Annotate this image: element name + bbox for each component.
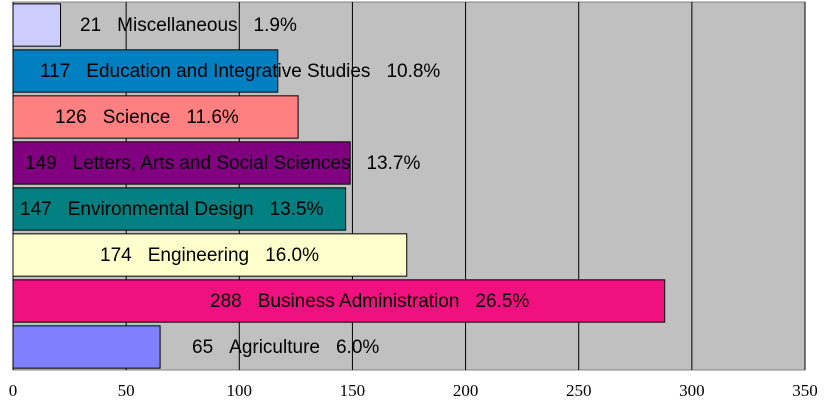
category-label: Engineering [148, 245, 249, 266]
data-label: 288 Business Administration 26.5% [210, 291, 529, 312]
value-label: 149 [25, 153, 57, 174]
data-label: 149 Letters, Arts and Social Sciences 13.7… [25, 153, 420, 174]
data-label: 21 Miscellaneous 1.9% [80, 15, 297, 36]
x-tick-label: 0 [9, 381, 18, 400]
category-label: Education and Integrative Studies [86, 61, 370, 82]
percent-label: 13.7% [366, 153, 420, 174]
category-label: Environmental Design [68, 199, 254, 220]
value-label: 126 [55, 107, 87, 128]
x-tick-label: 200 [453, 381, 479, 400]
category-label: Miscellaneous [117, 15, 237, 36]
value-label: 288 [210, 291, 242, 312]
bar [12, 279, 666, 323]
x-tick-label: 350 [792, 381, 818, 400]
category-label: Science [103, 107, 171, 128]
data-label: 117 Education and Integrative Studies 10.8… [40, 61, 440, 82]
x-tick-label: 300 [679, 381, 705, 400]
percent-label: 10.8% [386, 61, 440, 82]
data-label: 174 Engineering 16.0% [100, 245, 319, 266]
percent-label: 13.5% [270, 199, 324, 220]
bar [12, 187, 347, 231]
x-tick-label: 250 [566, 381, 592, 400]
x-tick-label: 100 [227, 381, 253, 400]
data-label: 147 Environmental Design 13.5% [20, 199, 324, 220]
value-label: 21 [80, 15, 101, 36]
category-label: Business Administration [258, 291, 460, 312]
data-label: 126 Science 11.6% [55, 107, 239, 128]
bar [12, 141, 351, 185]
bar [12, 95, 299, 139]
bar [12, 325, 161, 369]
category-label: Letters, Arts and Social Sciences [73, 153, 351, 174]
percent-label: 1.9% [254, 15, 297, 36]
value-label: 147 [20, 199, 52, 220]
percent-label: 6.0% [336, 337, 379, 358]
value-label: 174 [100, 245, 132, 266]
x-tick-label: 50 [118, 381, 135, 400]
x-tick-label: 150 [340, 381, 366, 400]
percent-label: 16.0% [265, 245, 319, 266]
percent-label: 26.5% [475, 291, 529, 312]
percent-label: 11.6% [186, 107, 239, 128]
bar [12, 49, 279, 93]
data-label: 65 Agriculture 6.0% [192, 337, 379, 358]
value-label: 117 [40, 61, 70, 82]
value-label: 65 [192, 337, 213, 358]
category-label: Agriculture [229, 337, 320, 358]
bar [12, 3, 62, 47]
bar [12, 233, 408, 277]
